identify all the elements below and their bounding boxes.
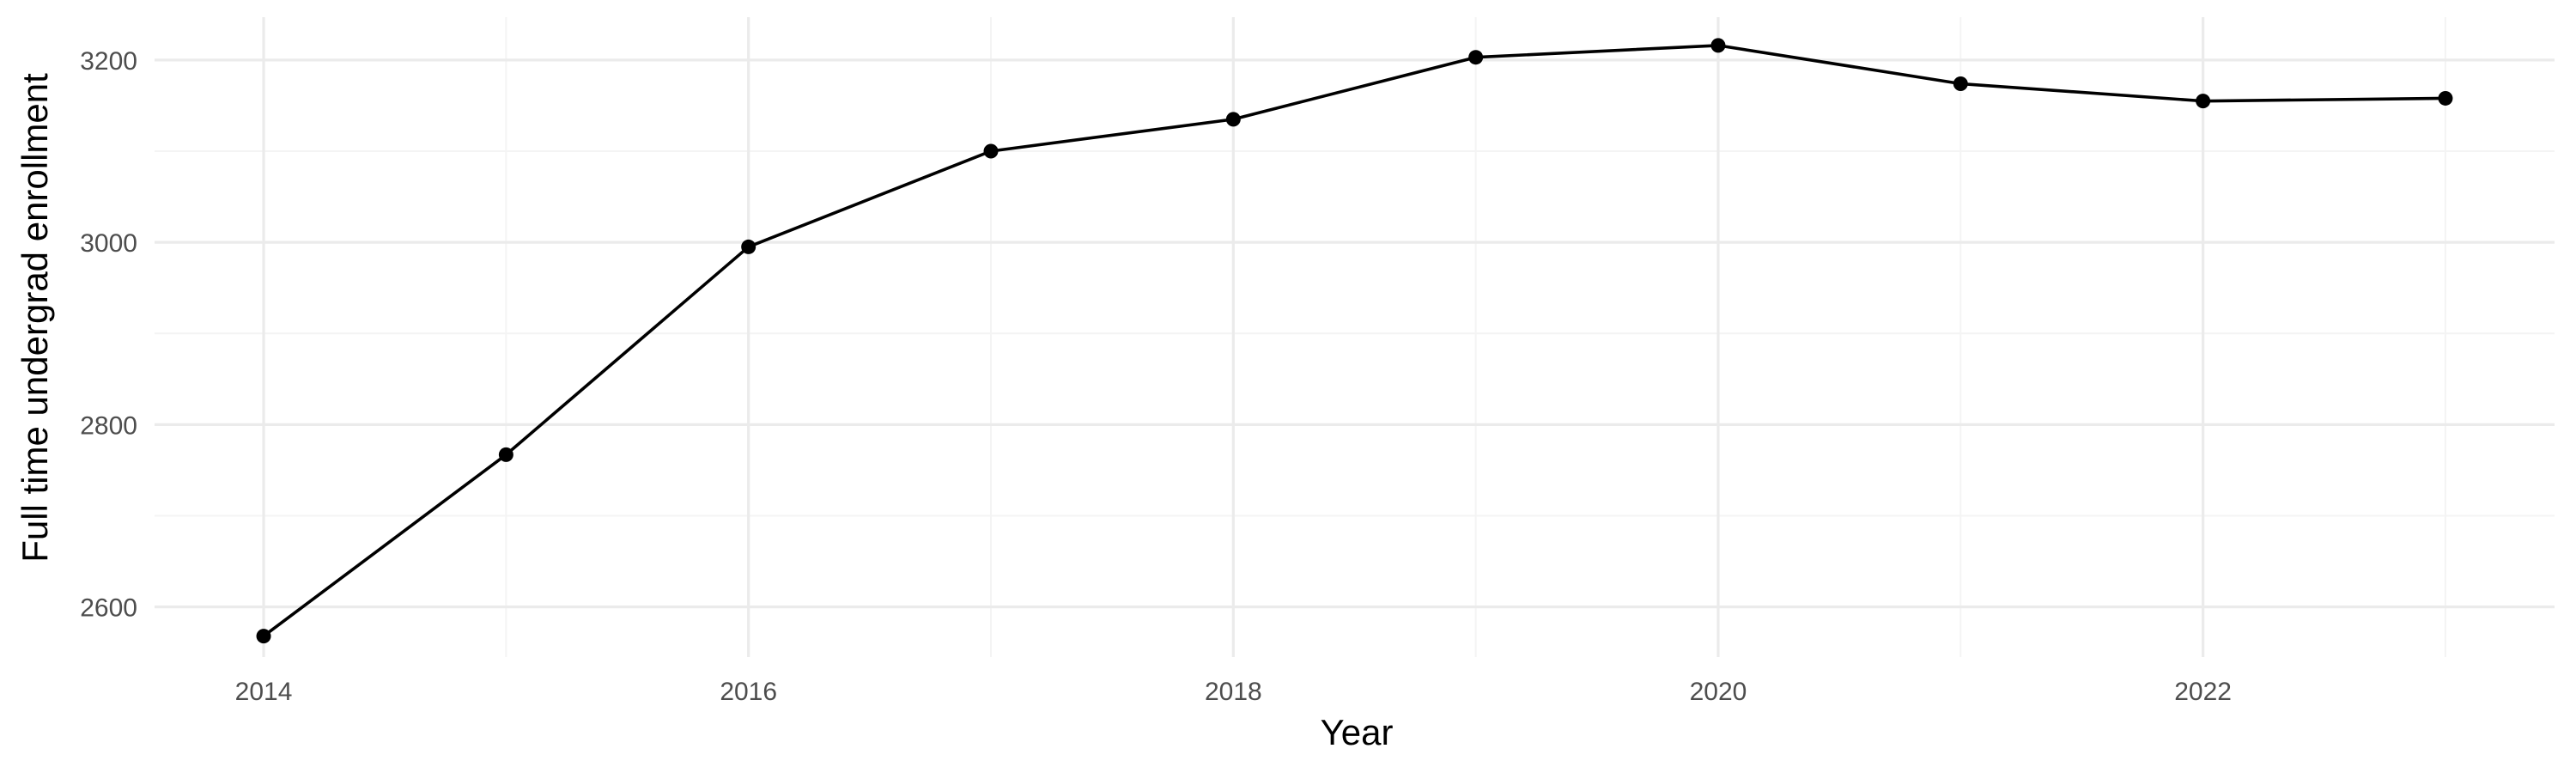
x-tick-label: 2014 <box>235 678 293 706</box>
data-point-2017 <box>983 143 999 159</box>
data-point-2019 <box>1468 50 1484 65</box>
y-tick-label: 3000 <box>80 229 137 258</box>
data-point-2018 <box>1225 112 1241 127</box>
minor-y-gridlines <box>155 150 2555 517</box>
x-tick-label: 2018 <box>1205 678 1262 706</box>
x-tick-label: 2022 <box>2174 678 2232 706</box>
data-point-2022 <box>2196 94 2211 109</box>
y-axis-title: Full time undergrad enrollment <box>15 73 55 563</box>
data-point-2015 <box>498 447 513 462</box>
y-tick-label: 2800 <box>80 411 137 440</box>
minor-x-gridlines <box>505 17 2446 657</box>
series-layer <box>256 38 2453 644</box>
major-y-gridlines <box>155 58 2555 609</box>
x-tick-label: 2020 <box>1690 678 1747 706</box>
data-point-2021 <box>1953 76 1968 91</box>
data-point-2020 <box>1710 38 1726 53</box>
data-point-2016 <box>741 239 756 254</box>
y-tick-labels: 2600 2800 3000 3200 <box>80 47 137 623</box>
y-tick-label: 3200 <box>80 47 137 76</box>
major-x-gridlines <box>262 17 2205 657</box>
x-tick-label: 2016 <box>720 678 777 706</box>
x-tick-labels: 2014 2016 2018 2020 2022 <box>235 678 2232 706</box>
data-point-2014 <box>256 629 271 644</box>
data-point-2023 <box>2438 90 2453 106</box>
x-axis-title: Year <box>1321 712 1394 752</box>
series-line <box>262 44 2445 638</box>
y-tick-label: 2600 <box>80 594 137 623</box>
